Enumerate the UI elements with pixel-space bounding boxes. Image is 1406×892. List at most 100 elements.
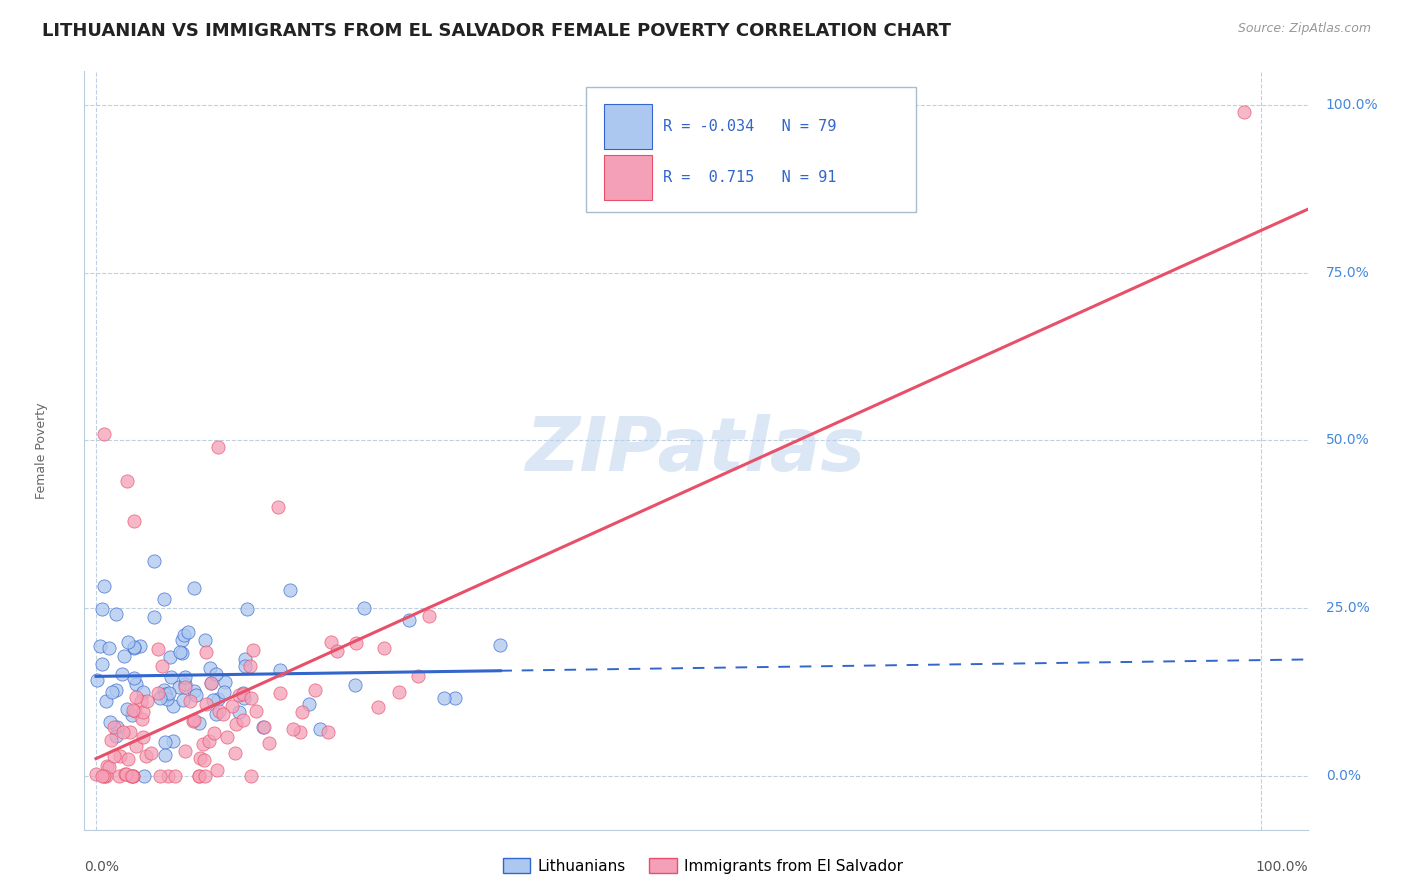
Point <box>118 725 141 739</box>
Point <box>139 746 162 760</box>
Point <box>121 769 143 783</box>
Point <box>125 739 148 753</box>
Point <box>233 652 256 666</box>
Point <box>224 746 246 760</box>
Point <box>267 500 290 515</box>
Point <box>200 675 222 690</box>
Text: R = -0.034   N = 79: R = -0.034 N = 79 <box>664 120 837 134</box>
Point <box>228 688 250 702</box>
Point <box>165 769 187 783</box>
Point <box>96 759 118 773</box>
Point <box>177 625 200 640</box>
Point <box>108 749 131 764</box>
Point <box>156 692 179 706</box>
Point <box>217 730 239 744</box>
Point <box>153 592 176 607</box>
Text: Source: ZipAtlas.com: Source: ZipAtlas.com <box>1237 22 1371 36</box>
Point <box>204 667 226 681</box>
Point <box>114 767 136 781</box>
Point <box>444 690 467 705</box>
Point <box>103 720 125 734</box>
Point <box>388 685 411 699</box>
Point <box>194 632 217 647</box>
Point <box>221 699 243 714</box>
Point <box>117 752 139 766</box>
Point <box>149 769 172 783</box>
Point <box>135 749 157 764</box>
Text: ZIPatlas: ZIPatlas <box>526 414 866 487</box>
Text: 100.0%: 100.0% <box>1256 860 1308 874</box>
Point <box>169 644 191 658</box>
Point <box>129 639 152 653</box>
Legend: Lithuanians, Immigrants from El Salvador: Lithuanians, Immigrants from El Salvador <box>496 852 910 880</box>
Point <box>155 735 177 749</box>
Point <box>321 635 343 649</box>
Text: Female Poverty: Female Poverty <box>35 402 48 499</box>
Point <box>121 769 143 783</box>
FancyBboxPatch shape <box>605 155 652 200</box>
Point <box>242 643 264 657</box>
Point <box>152 682 174 697</box>
Point <box>179 694 201 708</box>
Point <box>86 673 108 687</box>
Point <box>125 690 148 704</box>
Point <box>1232 104 1254 119</box>
Point <box>233 690 256 705</box>
Point <box>205 763 228 777</box>
Point <box>149 690 172 705</box>
Point <box>186 688 208 702</box>
Point <box>173 627 195 641</box>
Point <box>228 705 250 719</box>
Point <box>195 645 218 659</box>
Point <box>200 676 222 690</box>
Point <box>344 636 367 650</box>
Point <box>146 686 169 700</box>
Point <box>195 697 218 711</box>
Point <box>232 687 254 701</box>
Point <box>211 706 233 721</box>
Point <box>240 769 263 783</box>
Point <box>153 748 176 763</box>
Point <box>433 691 456 706</box>
FancyBboxPatch shape <box>586 87 917 211</box>
Point <box>115 474 138 488</box>
Point <box>188 751 211 765</box>
Point <box>96 693 118 707</box>
Point <box>167 680 190 694</box>
Point <box>198 734 221 748</box>
Point <box>93 769 115 783</box>
Point <box>111 667 134 681</box>
Point <box>202 726 225 740</box>
Point <box>187 716 209 731</box>
Point <box>252 720 274 734</box>
Point <box>316 725 339 739</box>
Point <box>309 722 332 736</box>
Text: 50.0%: 50.0% <box>1326 434 1369 448</box>
Point <box>170 632 193 647</box>
Point <box>162 734 184 748</box>
Point <box>121 703 143 717</box>
Point <box>325 644 347 658</box>
Point <box>103 749 125 764</box>
Point <box>93 769 115 783</box>
Point <box>269 664 291 678</box>
Point <box>214 674 236 689</box>
Point <box>98 640 121 655</box>
Point <box>172 646 194 660</box>
Point <box>98 715 121 730</box>
Point <box>112 725 135 739</box>
Point <box>157 769 180 783</box>
Point <box>120 769 142 783</box>
Point <box>134 769 156 783</box>
Point <box>117 635 139 649</box>
Point <box>198 661 221 675</box>
Point <box>143 610 166 624</box>
Point <box>155 689 177 703</box>
Point <box>124 677 146 691</box>
Text: 25.0%: 25.0% <box>1326 601 1369 615</box>
Point <box>193 753 215 767</box>
Point <box>132 730 155 744</box>
Text: 100.0%: 100.0% <box>1326 98 1378 112</box>
Point <box>208 704 231 718</box>
Point <box>104 729 127 743</box>
